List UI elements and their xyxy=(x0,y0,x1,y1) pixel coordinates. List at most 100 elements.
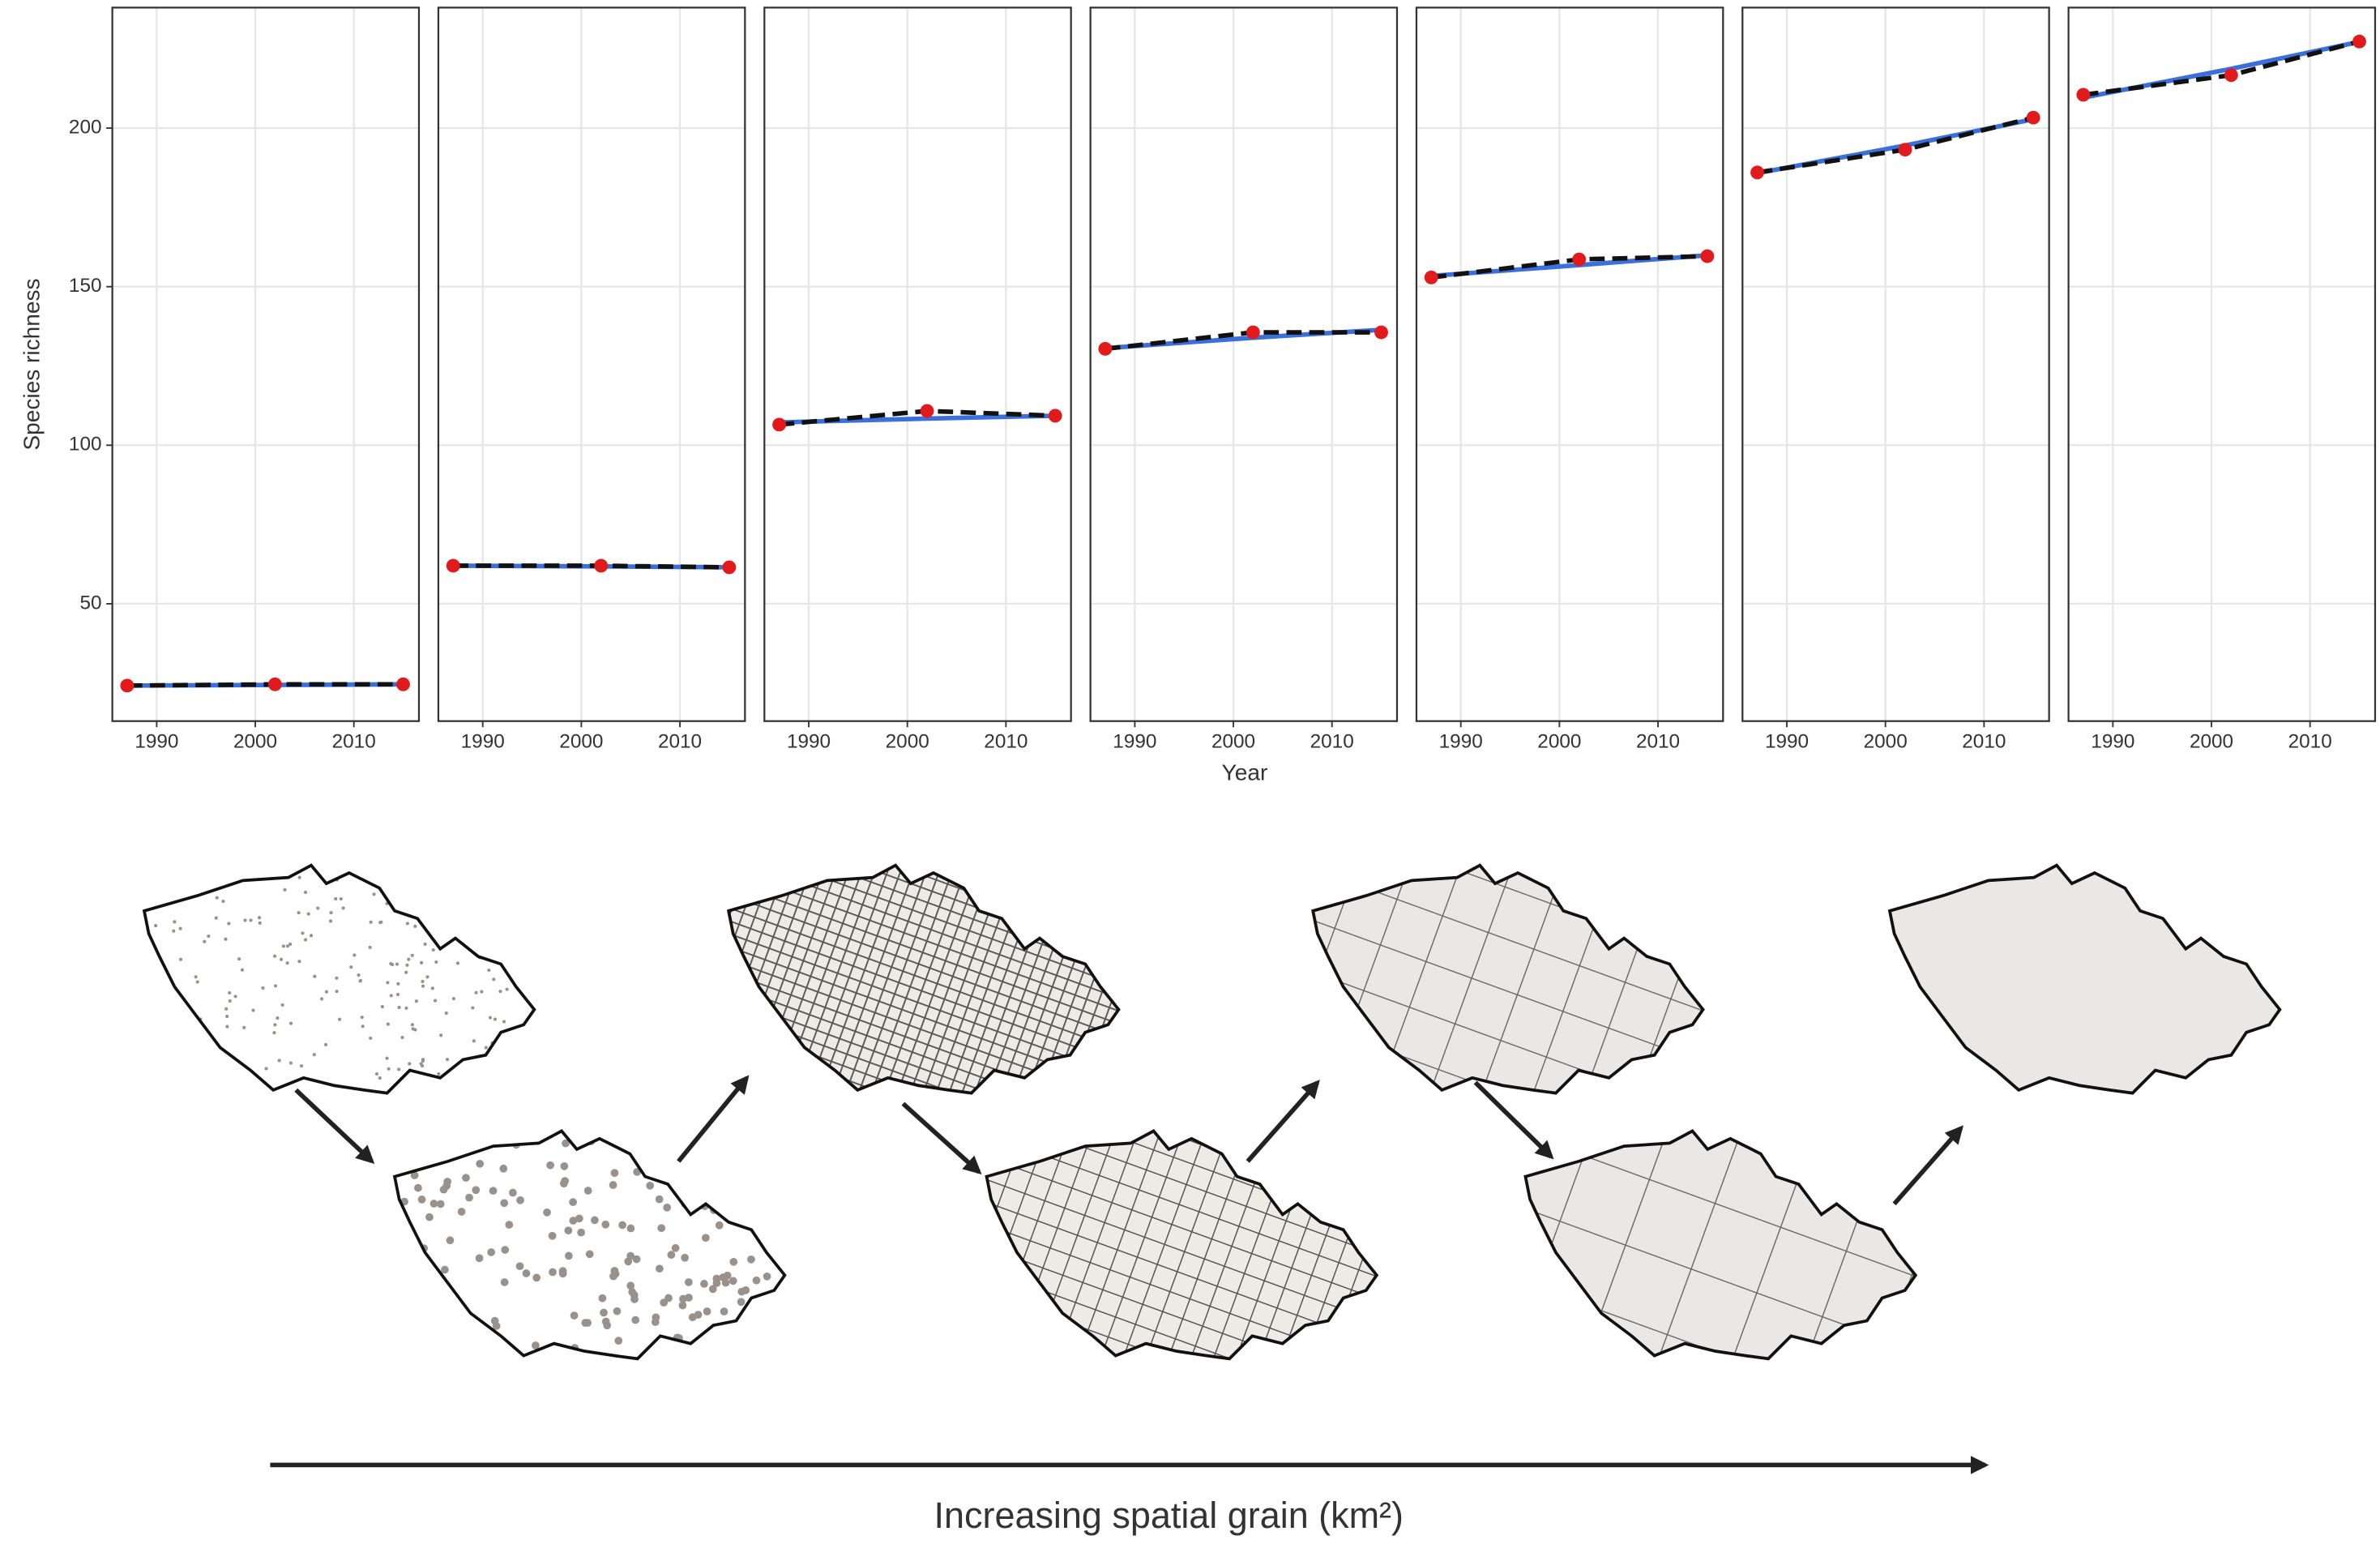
map-fill xyxy=(986,1131,1377,1359)
dot xyxy=(571,1135,580,1143)
arrow xyxy=(1246,1080,1320,1163)
dot xyxy=(337,1017,342,1021)
map xyxy=(393,1129,787,1361)
dot xyxy=(395,992,400,997)
map-fill xyxy=(1889,865,2280,1093)
dot xyxy=(423,1269,431,1278)
dot xyxy=(299,1064,304,1068)
dot xyxy=(214,916,218,920)
point xyxy=(1374,325,1388,340)
dot xyxy=(651,1318,660,1326)
point xyxy=(1898,143,1912,157)
dot xyxy=(502,1020,506,1024)
dot xyxy=(562,1139,570,1148)
dot xyxy=(437,1072,441,1076)
map xyxy=(1311,863,1705,1095)
dot xyxy=(660,1343,669,1351)
dot xyxy=(439,1033,443,1037)
panel-border xyxy=(1089,6,1399,722)
dot xyxy=(618,1221,626,1230)
dot xyxy=(487,969,491,973)
dot xyxy=(708,1285,717,1294)
dot xyxy=(400,1035,404,1040)
dot xyxy=(195,980,199,984)
dot xyxy=(288,942,293,947)
dot xyxy=(243,918,247,922)
dot xyxy=(405,922,409,926)
dot xyxy=(413,924,417,928)
dot xyxy=(409,883,413,887)
dot xyxy=(431,947,435,952)
dot xyxy=(445,1058,450,1062)
dot xyxy=(304,890,308,895)
dot xyxy=(505,1038,509,1042)
point xyxy=(2352,34,2366,49)
dot xyxy=(283,888,287,892)
dot xyxy=(500,1278,509,1286)
dot xyxy=(719,1273,728,1281)
point xyxy=(594,558,609,573)
dot xyxy=(312,1053,316,1057)
dot xyxy=(472,1186,481,1195)
dot xyxy=(224,937,228,941)
dot xyxy=(686,1174,695,1183)
dot xyxy=(730,1173,739,1182)
dot xyxy=(303,938,308,942)
y-axis-label: Species richness xyxy=(19,278,45,450)
dot xyxy=(420,960,424,965)
arrow xyxy=(1473,1080,1554,1160)
dot xyxy=(446,873,451,878)
dot xyxy=(297,875,301,879)
dot xyxy=(613,1307,622,1315)
dot xyxy=(452,922,456,926)
dot xyxy=(380,1005,384,1009)
dot xyxy=(242,1025,246,1029)
point xyxy=(920,404,934,418)
dot xyxy=(280,1003,284,1007)
dot xyxy=(442,1182,451,1190)
dot xyxy=(768,1142,776,1151)
dot xyxy=(272,1031,276,1035)
dot xyxy=(429,898,434,902)
map xyxy=(985,1129,1378,1361)
dot xyxy=(646,1181,655,1190)
dot xyxy=(408,1313,417,1322)
dot xyxy=(279,957,284,961)
dot xyxy=(737,1298,746,1307)
dot xyxy=(559,1179,568,1188)
dot xyxy=(500,1199,509,1208)
dot xyxy=(474,990,478,995)
dot xyxy=(407,957,411,961)
x-axis-label: Year xyxy=(1222,760,1268,785)
x-tick-label: 2010 xyxy=(1962,730,2006,752)
dot xyxy=(285,944,290,948)
x-tick-label: 1990 xyxy=(1765,730,1809,752)
dot xyxy=(454,922,458,926)
dot xyxy=(451,997,455,1001)
dot xyxy=(508,1188,517,1197)
dot xyxy=(626,1224,635,1233)
dot xyxy=(386,981,390,985)
point xyxy=(446,558,460,573)
x-tick-label: 2010 xyxy=(332,730,376,752)
dot xyxy=(264,1067,268,1071)
x-tick-label: 1990 xyxy=(1439,730,1483,752)
dot xyxy=(506,1078,510,1082)
x-tick-label: 2010 xyxy=(1636,730,1680,752)
dot xyxy=(516,1082,520,1086)
map xyxy=(1523,1129,1917,1361)
dot xyxy=(320,997,324,1001)
dot xyxy=(465,1143,474,1151)
dot xyxy=(225,1014,229,1019)
dot xyxy=(684,1278,693,1286)
dot xyxy=(324,1042,328,1046)
dot xyxy=(476,1159,485,1168)
dot xyxy=(309,934,314,938)
dot xyxy=(558,1267,567,1276)
dot xyxy=(174,1025,178,1029)
dot xyxy=(180,894,184,898)
dot xyxy=(225,1024,229,1029)
dot xyxy=(288,1061,293,1065)
dot xyxy=(154,924,158,928)
panel-border xyxy=(763,6,1072,722)
